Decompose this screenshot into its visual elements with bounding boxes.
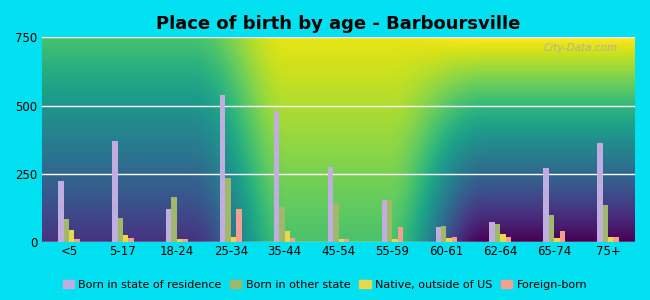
Bar	[398, 227, 403, 242]
Bar	[543, 169, 549, 242]
Bar	[64, 219, 69, 242]
Bar	[608, 237, 614, 242]
Bar	[506, 237, 511, 242]
Text: City-Data.com: City-Data.com	[543, 44, 618, 53]
Title: Place of birth by age - Barboursville: Place of birth by age - Barboursville	[157, 15, 521, 33]
Bar	[597, 142, 603, 242]
Legend: Born in state of residence, Born in other state, Native, outside of US, Foreign-: Born in state of residence, Born in othe…	[58, 275, 592, 294]
Bar	[549, 215, 554, 242]
Bar	[280, 207, 285, 242]
Bar	[112, 141, 118, 242]
Bar	[69, 230, 75, 242]
Bar	[603, 205, 608, 242]
Bar	[344, 239, 349, 242]
Bar	[182, 239, 188, 242]
Bar	[172, 197, 177, 242]
Bar	[220, 95, 226, 242]
Bar	[447, 238, 452, 242]
Bar	[382, 200, 387, 242]
Bar	[614, 237, 619, 242]
Bar	[236, 209, 242, 242]
Bar	[560, 231, 565, 242]
Bar	[274, 111, 280, 242]
Bar	[333, 202, 339, 242]
Bar	[441, 226, 447, 242]
Bar	[75, 239, 80, 242]
Bar	[118, 218, 123, 242]
Bar	[226, 178, 231, 242]
Bar	[285, 231, 290, 242]
Bar	[166, 209, 172, 242]
Bar	[123, 236, 128, 242]
Bar	[489, 222, 495, 242]
Bar	[554, 238, 560, 242]
Bar	[495, 224, 501, 242]
Bar	[500, 234, 506, 242]
Bar	[452, 237, 457, 242]
Bar	[436, 227, 441, 242]
Bar	[177, 239, 182, 242]
Bar	[128, 238, 134, 242]
Bar	[58, 181, 64, 242]
Bar	[387, 200, 393, 242]
Bar	[231, 237, 236, 242]
Bar	[339, 239, 344, 242]
Bar	[393, 239, 398, 242]
Bar	[328, 167, 333, 242]
Bar	[290, 238, 296, 242]
